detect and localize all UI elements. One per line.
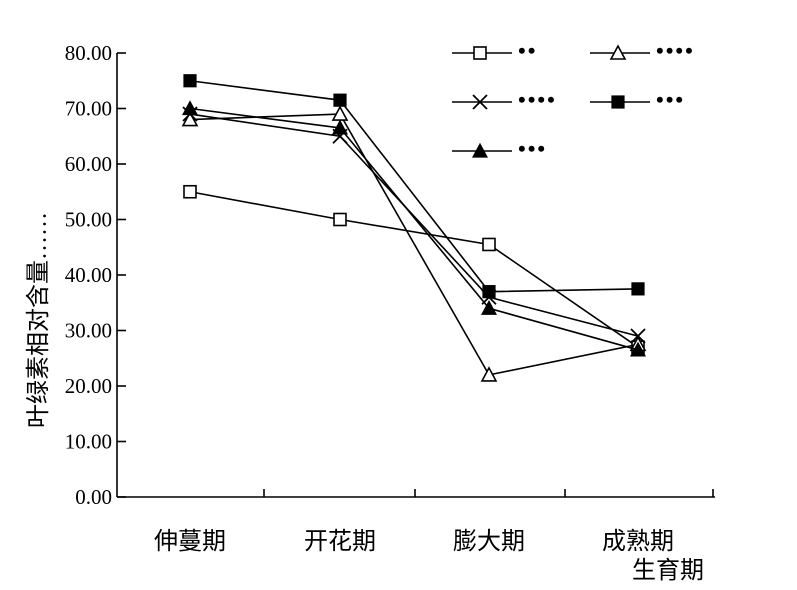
axes: 0.00 10.00 20.00 30.00 40.00 50.00 60.00 70.00 8… [65,41,715,555]
series-line [189,113,639,337]
series-layer [181,74,647,382]
marker-open-triangle [181,110,199,127]
marker-cross [630,328,646,344]
legend-item: ••• [590,87,685,112]
marker-cross [472,94,488,110]
y-tick-label: 80.00 [65,41,112,65]
marker-cross-stroke [630,328,646,344]
legend-label: •••• [656,38,695,63]
legend-item: •• [452,38,537,63]
series-open-square [183,184,645,354]
x-tick-label: 成熟期 [602,528,674,555]
x-axis-label: 生育期 [632,557,704,584]
marker-open-triangle [609,44,627,60]
series-line [189,113,639,376]
marker-cross-stroke [472,94,488,110]
marker-filled-square [333,93,347,107]
y-tick-label: 50.00 [65,208,112,232]
legend-label: •••• [518,87,557,112]
legend-item: •••• [590,38,695,63]
series-line [189,79,639,293]
y-tick-label: 60.00 [65,152,112,176]
marker-open-triangle [480,366,498,382]
y-tick-label: 0.00 [75,485,112,509]
series-line [189,190,639,348]
y-tick-label: 40.00 [65,263,112,287]
legend-label: ••• [656,87,685,112]
x-tick-label: 膨大期 [453,528,525,555]
legend-item: •••• [452,87,557,112]
x-tick-label: 伸蔓期 [154,528,226,555]
legend-label: ••• [518,136,547,161]
series-filled-triangle [181,100,647,357]
marker-open-square [183,184,197,199]
marker-filled-square [631,282,645,296]
marker-filled-triangle [629,341,647,357]
marker-filled-triangle [331,119,349,135]
y-tick-label: 70.00 [65,97,112,121]
x-tick-label: 开花期 [304,528,376,555]
y-tick-label: 20.00 [65,374,112,398]
marker-open-square [333,212,347,227]
marker-open-square [482,237,496,252]
y-axis-label: 叶绿素相对含量…… [25,212,52,428]
series-cross [182,106,646,344]
marker-filled-square [183,74,197,88]
series-filled-square [183,74,645,299]
marker-open-square [473,46,487,60]
marker-filled-square [611,95,625,109]
legend-item: ••• [452,136,547,161]
y-tick-label: 10.00 [65,430,112,454]
series-line [189,107,639,351]
series-open-triangle [181,105,647,382]
marker-filled-triangle [471,142,489,158]
marker-filled-triangle [181,100,199,116]
marker-filled-square [482,285,496,299]
legend: •• •••••••• •••••• [452,38,695,161]
legend-label: •• [518,38,537,63]
marker-filled-triangle [480,300,498,315]
y-tick-label: 30.00 [65,319,112,343]
